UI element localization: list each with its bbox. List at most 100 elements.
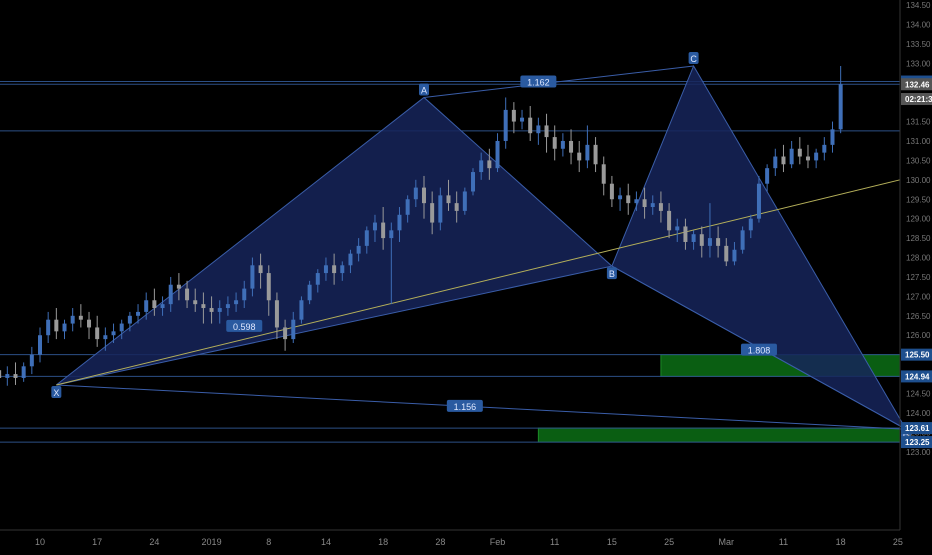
price-tag [901, 436, 932, 449]
candle-body [234, 300, 239, 305]
candle-body [62, 323, 67, 332]
candle-body [805, 156, 810, 161]
candle-body [471, 172, 476, 192]
candle-body [21, 366, 26, 378]
candle-body [781, 156, 786, 165]
y-tick-label: 127.50 [906, 273, 931, 282]
price-tag-label: 123.61 [905, 424, 930, 433]
candle-body [291, 319, 296, 340]
candle-body [528, 117, 533, 134]
candle-body [315, 273, 320, 285]
ratio-label-box [446, 399, 483, 412]
point-label-box [51, 385, 62, 398]
candle-body [495, 140, 500, 169]
candle-body [152, 300, 157, 309]
candle-body [372, 222, 377, 231]
candle-body [87, 319, 92, 328]
candle-body [609, 183, 614, 200]
x-tick-label: 17 [92, 537, 102, 547]
candle-body [38, 335, 42, 355]
candle-body [242, 288, 247, 301]
y-tick-label: 126.00 [906, 331, 931, 340]
candle-body [699, 234, 704, 246]
y-tick-label: 131.50 [906, 118, 931, 127]
candle-body [593, 144, 598, 165]
x-tick-label: 15 [607, 537, 617, 547]
target-zone [537, 427, 901, 443]
price-tag [901, 348, 932, 361]
candle-body [13, 374, 18, 378]
candle-body [413, 187, 418, 200]
price-tag [901, 422, 932, 435]
point-label-box [418, 83, 429, 96]
candle-body [364, 230, 369, 246]
candle-body [266, 273, 271, 301]
candle-body [168, 284, 173, 305]
price-tag [901, 370, 932, 383]
candle-body [430, 203, 435, 223]
candle-body [830, 129, 835, 145]
candle-body [348, 253, 353, 266]
candle-body [103, 335, 108, 340]
x-axis[interactable]: 10 17 24 2019 8 14 18 28 Feb 11 15 25 Mar 11 18 25 [0, 529, 903, 547]
candle-body [601, 164, 606, 184]
candle-body [838, 84, 843, 130]
point-label: C [690, 54, 697, 64]
y-tick-label: 123.00 [906, 448, 931, 457]
ratio-label: 1.162 [527, 78, 550, 88]
candle-body [487, 160, 492, 169]
candle-body [724, 245, 729, 262]
y-tick-label: 130.50 [906, 156, 931, 165]
ratio-line-ac [423, 65, 694, 98]
ratio-label: 1.156 [454, 402, 477, 412]
candle-body [381, 222, 386, 239]
x-tick-label: 28 [435, 537, 445, 547]
x-tick-label: 18 [378, 537, 388, 547]
price-tag-label: 132.46 [905, 80, 930, 89]
y-tick-label: 129.50 [906, 195, 931, 204]
candle-body [250, 265, 255, 289]
candle-body [626, 195, 631, 204]
candle-body [111, 331, 116, 336]
candle-body [585, 144, 590, 161]
x-tick-label: 2019 [202, 537, 222, 547]
y-tick-label: 131.00 [906, 137, 931, 146]
x-tick-label: 11 [779, 537, 788, 547]
candle-body [691, 234, 696, 242]
candle-body [536, 125, 541, 134]
candle-body [389, 230, 394, 239]
candle-body [209, 308, 214, 312]
candle-body [46, 319, 51, 336]
candle-body [70, 315, 75, 324]
price-tag [901, 93, 932, 106]
y-tick-label: 128.00 [906, 254, 931, 263]
candle-body [773, 156, 778, 169]
y-axis[interactable]: 134.50134.00133.50133.00132.50132.00131.… [899, 0, 932, 530]
candle-body [397, 214, 402, 231]
candle-body [503, 109, 508, 141]
candle-body [756, 183, 761, 219]
x-tick-label: 24 [149, 537, 159, 547]
price-tag-label: 02:21:35 [905, 95, 932, 104]
candle-body [511, 109, 516, 122]
ratio-label-box [740, 343, 777, 356]
y-tick-label: 134.50 [906, 1, 931, 10]
candle-body [732, 249, 737, 262]
candle-body [797, 148, 802, 157]
candle-body [544, 125, 549, 138]
y-tick-label: 128.50 [906, 234, 931, 243]
candle-body [136, 311, 141, 316]
candle-body [438, 195, 443, 223]
candle-body [274, 300, 279, 328]
candle-body [634, 199, 639, 204]
ratio-label: 0.598 [233, 322, 256, 332]
candle-body [560, 140, 565, 149]
candle-body [299, 300, 304, 320]
candle-body [421, 187, 426, 204]
candle-body [176, 284, 181, 289]
x-tick-label: 11 [550, 537, 559, 547]
price-tag-label: 124.94 [905, 372, 930, 381]
x-tick-label: 10 [35, 537, 45, 547]
